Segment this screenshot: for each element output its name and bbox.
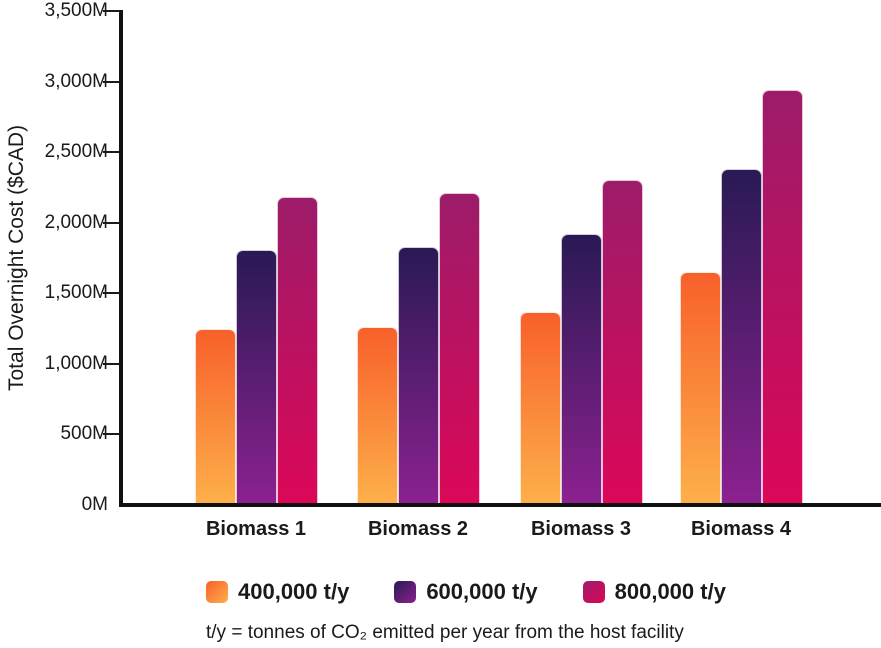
y-tick-label: 500M [60, 423, 108, 445]
legend-item-400000ty: 400,000 t/y [206, 579, 349, 605]
bar-biomass-3-400000ty [519, 311, 561, 505]
legend-swatch [206, 581, 228, 603]
bar-biomass-1-600000ty [235, 249, 277, 505]
bar-biomass-1-400000ty [194, 328, 236, 505]
y-tick-label: 1,500M [44, 282, 108, 304]
bar-biomass-4-600000ty [720, 169, 762, 505]
legend-item-800000ty: 800,000 t/y [582, 579, 726, 605]
bar-biomass-3-600000ty [560, 234, 602, 505]
y-tick-mark [103, 151, 122, 154]
legend-item-600000ty: 600,000 t/y [394, 579, 538, 605]
y-tick-mark [103, 221, 122, 224]
x-axis-label-biomass-2: Biomass 2 [367, 518, 469, 540]
legend-swatch [582, 581, 605, 603]
bar-biomass-2-400000ty [356, 327, 398, 505]
bar-biomass-1-800000ty [276, 197, 318, 505]
legend-label: 400,000 t/y [238, 579, 350, 604]
y-tick-label: 2,500M [44, 141, 108, 163]
y-tick-label: 2,000M [44, 211, 108, 233]
x-axis-label-biomass-4: Biomass 4 [690, 518, 792, 540]
legend: 400,000 t/y 600,000 t/y 800,000 t/y [206, 579, 726, 605]
bar-biomass-4-400000ty [679, 272, 721, 505]
y-tick-mark [103, 10, 122, 12]
y-tick-mark [103, 292, 122, 295]
bar-biomass-4-800000ty [761, 90, 803, 505]
bar-biomass-2-800000ty [438, 193, 480, 505]
x-axis-label-biomass-1: Biomass 1 [205, 518, 307, 540]
y-tick-label: 3,000M [44, 70, 108, 92]
y-tick-mark [103, 362, 122, 365]
bar-biomass-2-600000ty [397, 246, 439, 505]
bar-biomass-3-800000ty [601, 180, 643, 505]
y-tick-label: 3,500M [44, 0, 108, 21]
y-tick-mark [103, 433, 122, 436]
y-tick-label: 1,000M [44, 352, 108, 374]
x-axis-line [119, 503, 881, 507]
legend-label: 600,000 t/y [426, 579, 538, 604]
x-axis-label-biomass-3: Biomass 3 [530, 518, 632, 540]
y-axis-line [119, 10, 123, 507]
legend-label: 800,000 t/y [614, 579, 726, 604]
legend-swatch [394, 581, 417, 603]
footnote: t/y = tonnes of CO₂ emitted per year fro… [206, 622, 684, 643]
y-tick-label: 0M [81, 494, 108, 515]
y-tick-mark [103, 80, 122, 83]
